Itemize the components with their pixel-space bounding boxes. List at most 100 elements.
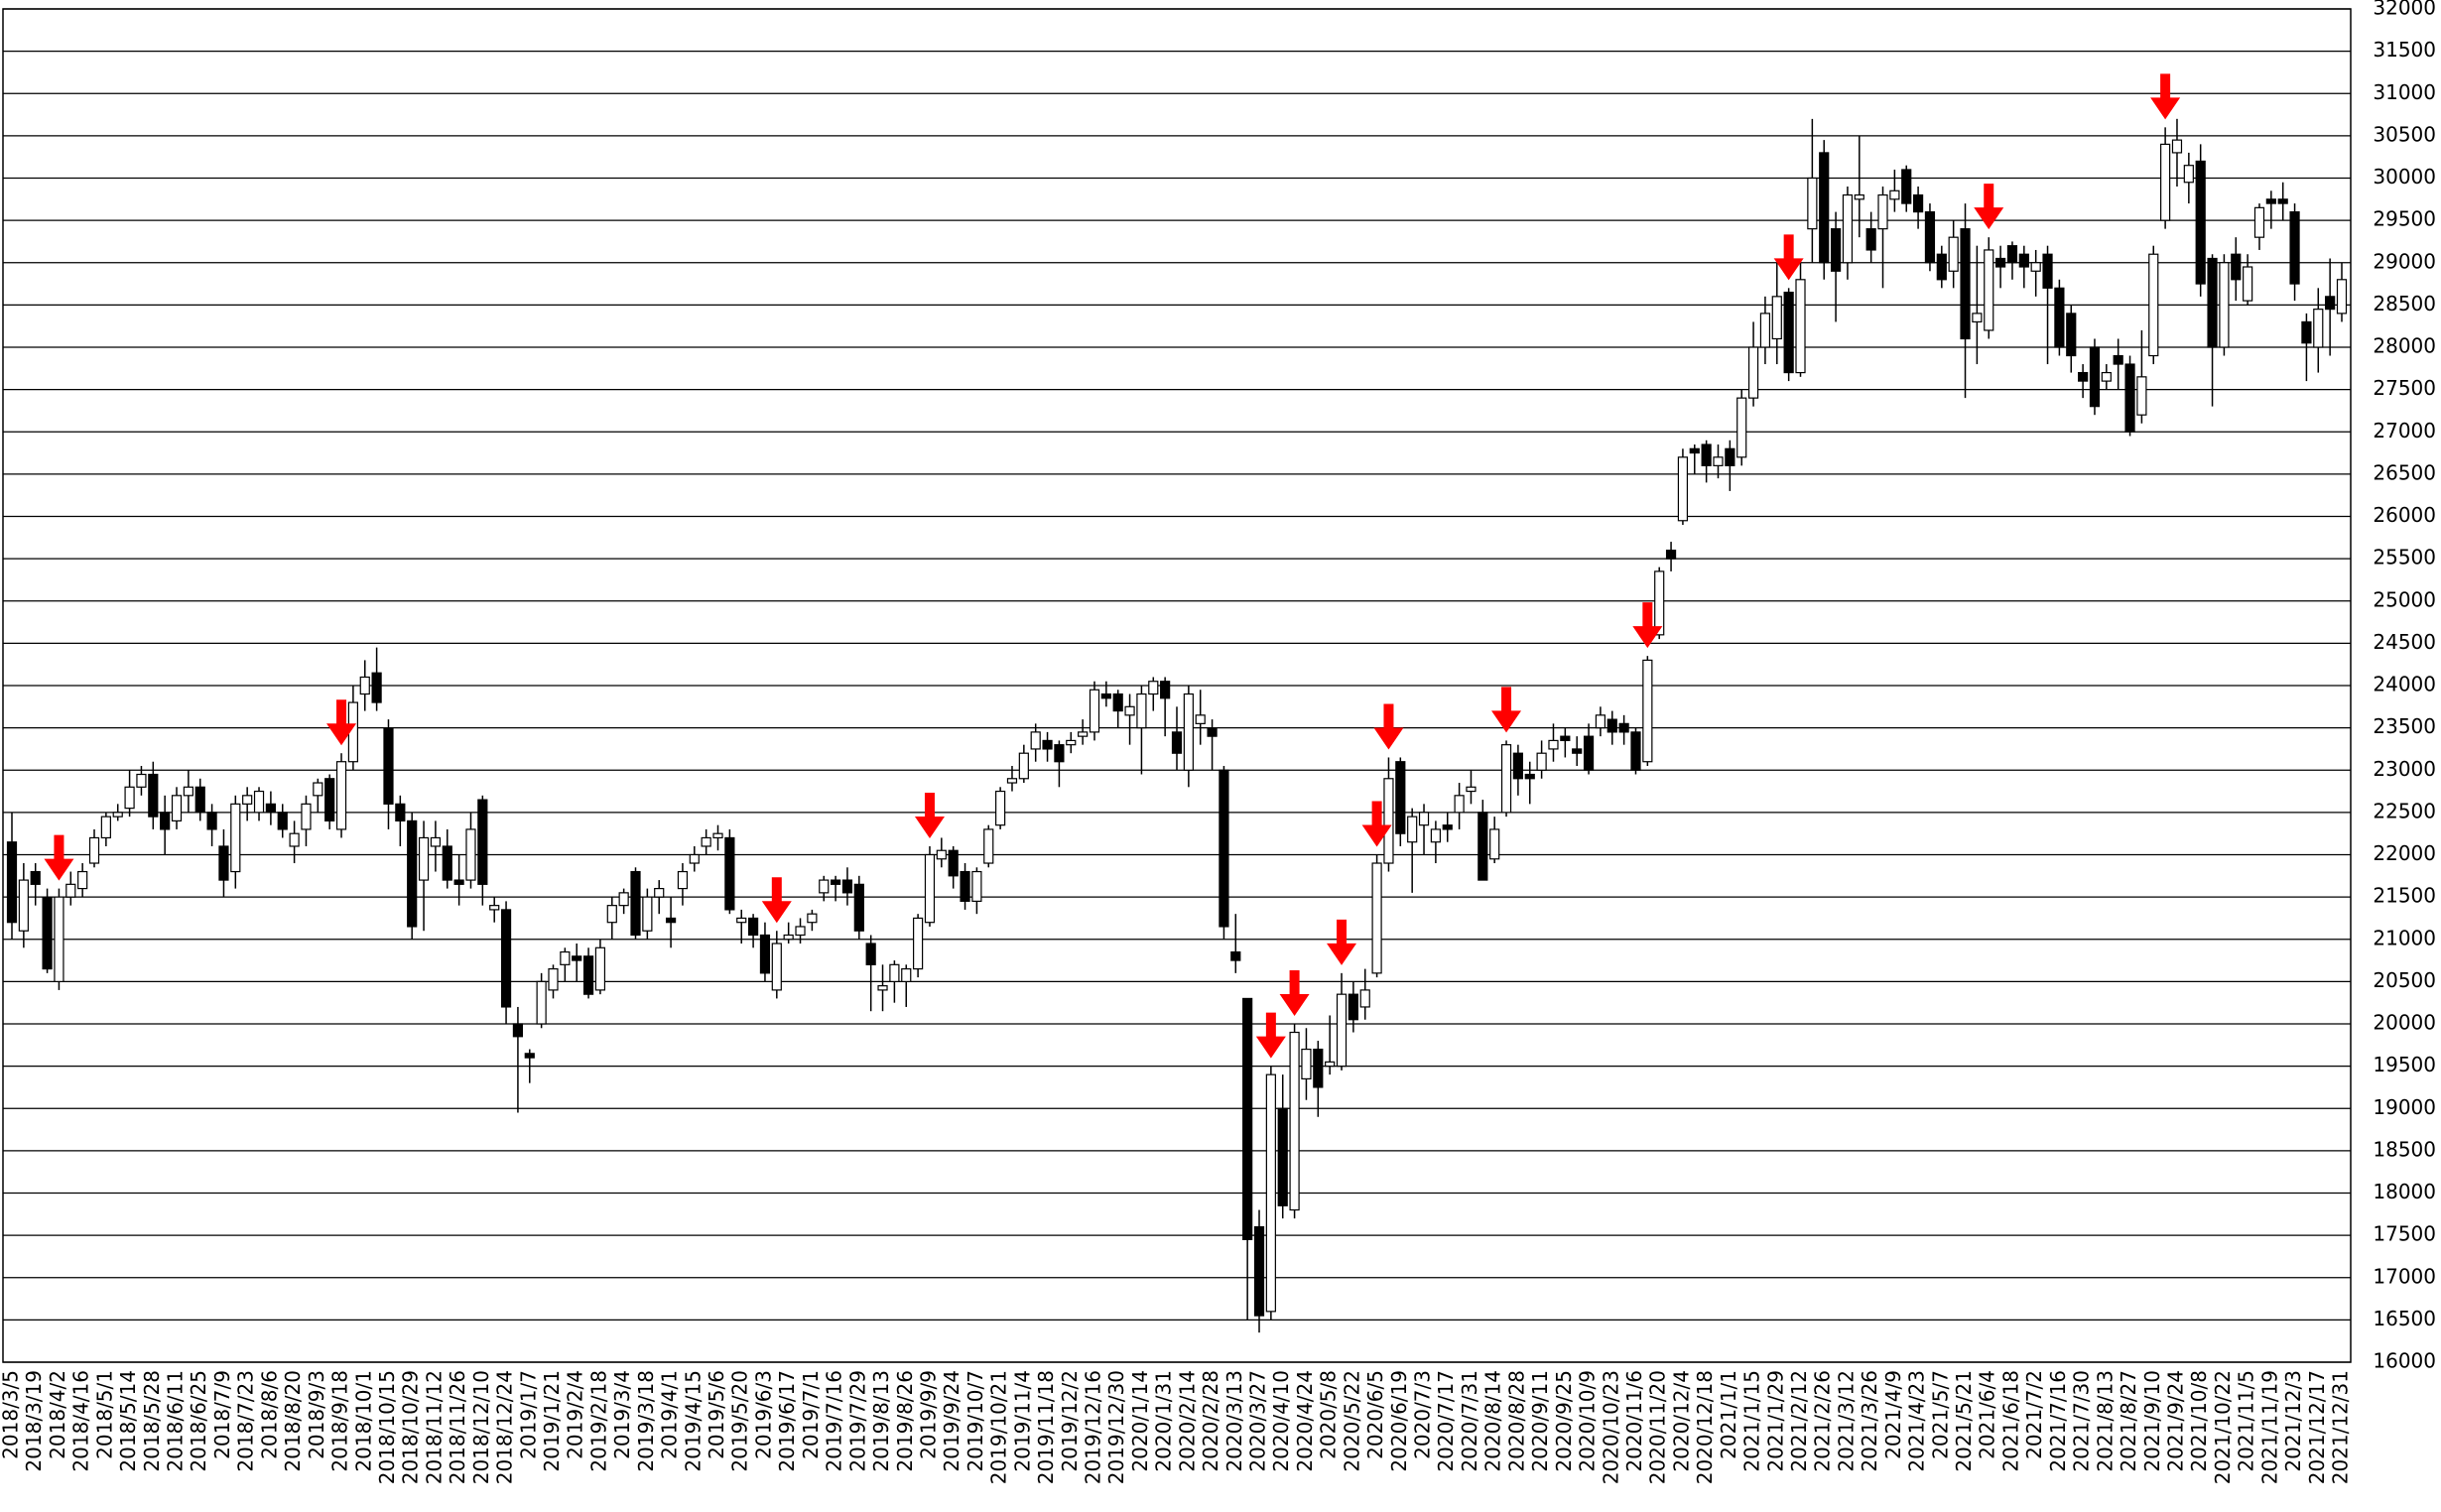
x-tick-label: 2019/1/7 (516, 1370, 540, 1459)
x-tick-label: 2018/9/18 (328, 1370, 352, 1472)
candle-body (712, 832, 723, 839)
candle-body (819, 879, 830, 894)
x-tick-label: 2021/5/21 (1952, 1370, 1976, 1472)
x-tick-label: 2019/8/13 (869, 1370, 893, 1472)
candle-body (1078, 731, 1089, 737)
candle-body (2160, 143, 2171, 221)
candle-body (1454, 795, 1465, 814)
candle-body (736, 917, 747, 924)
x-tick-label: 2021/3/26 (1858, 1370, 1881, 1472)
candle-body (1701, 443, 1712, 466)
x-tick-label: 2021/10/22 (2211, 1370, 2235, 1484)
candle-body (277, 812, 288, 830)
x-tick-label: 2021/12/3 (2281, 1370, 2305, 1472)
x-tick-label: 2019/4/15 (681, 1370, 705, 1472)
candle-body (2301, 320, 2312, 344)
candle-body (489, 905, 500, 911)
candle-body (831, 879, 841, 885)
signal-arrow (1632, 602, 1663, 649)
candle-body (524, 1053, 535, 1059)
x-tick-label: 2019/10/7 (964, 1370, 987, 1472)
candle-body (371, 672, 382, 703)
candle-body (1677, 456, 1689, 522)
x-tick-label: 2020/5/22 (1340, 1370, 1363, 1472)
x-tick-label: 2020/11/6 (1622, 1370, 1646, 1472)
candle-body (301, 803, 312, 830)
y-tick-label: 24500 (2373, 630, 2436, 654)
x-tick-label: 2021/4/9 (1881, 1370, 1905, 1459)
candle-body (1901, 169, 1912, 204)
candle-body (2183, 165, 2194, 184)
candle-body (136, 773, 147, 788)
y-tick-label: 16500 (2373, 1307, 2436, 1330)
candle-body (1489, 828, 1500, 860)
candle-body (2243, 266, 2253, 302)
x-tick-label: 2019/5/20 (728, 1370, 752, 1472)
candle-body (1560, 735, 1571, 742)
candle-body (1936, 253, 1947, 281)
x-tick-label: 2021/1/15 (1740, 1370, 1764, 1472)
x-tick-label: 2018/12/24 (493, 1370, 517, 1484)
candle-body (2148, 253, 2159, 357)
candle-body (1618, 722, 1629, 733)
x-tick-label: 2020/7/17 (1434, 1370, 1458, 1472)
candle-body (1395, 761, 1406, 834)
candle-body (983, 828, 994, 864)
x-tick-label: 2021/8/13 (2093, 1370, 2117, 1472)
y-tick-label: 27000 (2373, 419, 2436, 442)
candle-body (148, 773, 159, 818)
candle-body (1042, 739, 1053, 750)
candle-body (1183, 693, 1194, 771)
candle-body (42, 896, 53, 970)
y-tick-label: 25000 (2373, 587, 2436, 611)
candle-body (2042, 253, 2053, 289)
y-tick-label: 31000 (2373, 80, 2436, 104)
x-tick-label: 2020/8/28 (1504, 1370, 1528, 1472)
candle-body (418, 836, 430, 881)
x-tick-label: 2020/10/23 (1599, 1370, 1622, 1484)
candle-body (395, 803, 406, 821)
candle-body (253, 790, 265, 814)
candle-body (2124, 363, 2135, 433)
y-tick-label: 20500 (2373, 968, 2436, 992)
y-tick-label: 29000 (2373, 249, 2436, 273)
candle-body (54, 896, 64, 982)
x-tick-label: 2019/3/4 (610, 1370, 634, 1459)
candle-body (383, 727, 394, 805)
x-tick-label: 2021/12/31 (2329, 1370, 2353, 1484)
candle-body (30, 870, 41, 885)
x-tick-label: 2019/7/1 (799, 1370, 823, 1459)
candle-body (1242, 997, 1253, 1240)
candle-body (2289, 211, 2300, 285)
candle-body (1277, 1107, 1288, 1206)
y-tick-label: 25500 (2373, 546, 2436, 569)
x-tick-label: 2019/2/4 (564, 1370, 587, 1459)
candle-body (1371, 862, 1382, 974)
x-tick-label: 2020/3/13 (1222, 1370, 1246, 1472)
candle-body (1171, 731, 1183, 754)
candle-body (430, 836, 442, 847)
candle-body (2231, 253, 2242, 281)
candle-body (2325, 296, 2336, 311)
y-tick-label: 24000 (2373, 673, 2436, 696)
candle-body (1877, 193, 1888, 230)
candle-body (171, 795, 183, 822)
candle-body (701, 836, 711, 847)
x-tick-label: 2021/12/17 (2305, 1370, 2329, 1484)
y-tick-label: 23500 (2373, 714, 2436, 738)
candle-body (759, 934, 771, 974)
signal-arrow (1974, 184, 2004, 230)
y-tick-label: 20000 (2373, 1011, 2436, 1035)
candle-body (2277, 198, 2288, 204)
candle-body (1100, 693, 1111, 699)
y-tick-label: 22000 (2373, 841, 2436, 865)
x-tick-label: 2019/1/21 (540, 1370, 564, 1472)
candle-body (606, 905, 617, 924)
candle-body (1030, 731, 1041, 750)
y-tick-label: 18000 (2373, 1180, 2436, 1203)
y-tick-label: 23000 (2373, 757, 2436, 781)
candle-body (2265, 198, 2276, 204)
candle-body (1595, 714, 1606, 729)
x-tick-label: 2020/3/27 (1246, 1370, 1270, 1472)
candle-body (783, 934, 794, 941)
